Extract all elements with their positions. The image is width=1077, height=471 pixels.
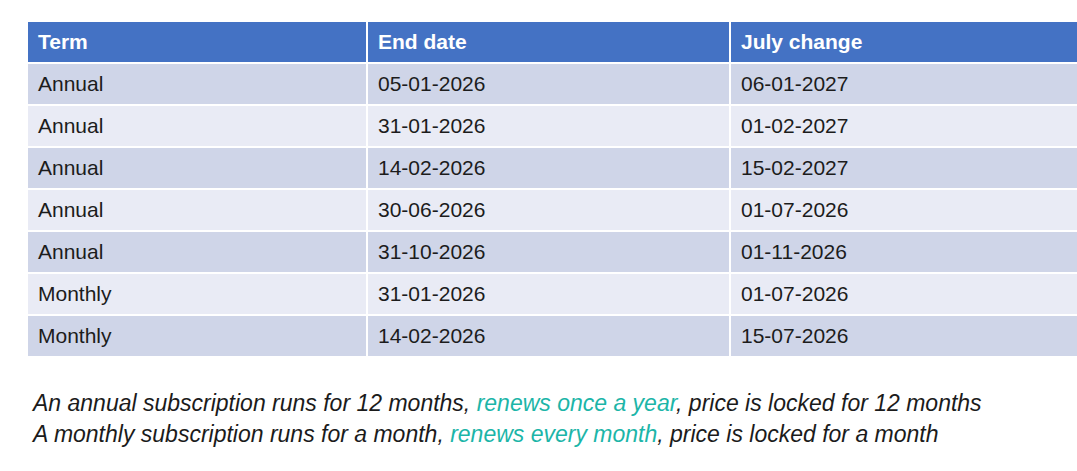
table-cell: 01-11-2026: [730, 231, 1077, 273]
column-header-term: Term: [27, 21, 367, 63]
table-row: Annual31-01-202601-02-2027: [27, 105, 1077, 147]
footnote-annual-prefix: An annual subscription runs for 12 month…: [33, 390, 477, 416]
table-body: Annual05-01-202606-01-2027Annual31-01-20…: [27, 63, 1077, 357]
table-cell: 31-01-2026: [367, 105, 730, 147]
table-cell: 31-01-2026: [367, 273, 730, 315]
footnotes: An annual subscription runs for 12 month…: [33, 388, 982, 450]
table-header: Term End date July change: [27, 21, 1077, 63]
table-cell: Annual: [27, 147, 367, 189]
table-cell: 06-01-2027: [730, 63, 1077, 105]
column-header-end-date: End date: [367, 21, 730, 63]
footnote-monthly-prefix: A monthly subscription runs for a month,: [33, 421, 450, 447]
column-header-july-change: July change: [730, 21, 1077, 63]
table-cell: 01-07-2026: [730, 273, 1077, 315]
table-cell: 15-07-2026: [730, 315, 1077, 357]
table-cell: 30-06-2026: [367, 189, 730, 231]
table-cell: 15-02-2027: [730, 147, 1077, 189]
table-cell: 14-02-2026: [367, 147, 730, 189]
table-cell: Annual: [27, 63, 367, 105]
table-row: Annual30-06-202601-07-2026: [27, 189, 1077, 231]
table-cell: 01-02-2027: [730, 105, 1077, 147]
table-cell: Annual: [27, 231, 367, 273]
table-cell: 14-02-2026: [367, 315, 730, 357]
table-cell: Monthly: [27, 315, 367, 357]
footnote-monthly-suffix: , price is locked for a month: [657, 421, 938, 447]
footnote-monthly-highlight: renews every month: [450, 421, 657, 447]
table-row: Monthly14-02-202615-07-2026: [27, 315, 1077, 357]
table-cell: Annual: [27, 105, 367, 147]
table-cell: 05-01-2026: [367, 63, 730, 105]
slide-canvas: Term End date July change Annual05-01-20…: [0, 0, 1077, 471]
footnote-annual: An annual subscription runs for 12 month…: [33, 388, 982, 419]
footnote-annual-suffix: , price is locked for 12 months: [676, 390, 982, 416]
table-row: Annual05-01-202606-01-2027: [27, 63, 1077, 105]
table-cell: 01-07-2026: [730, 189, 1077, 231]
subscription-table: Term End date July change Annual05-01-20…: [26, 20, 1077, 358]
footnote-annual-highlight: renews once a year: [477, 390, 676, 416]
table-row: Monthly31-01-202601-07-2026: [27, 273, 1077, 315]
table-row: Annual31-10-202601-11-2026: [27, 231, 1077, 273]
table-cell: Monthly: [27, 273, 367, 315]
table-row: Annual14-02-202615-02-2027: [27, 147, 1077, 189]
table-cell: Annual: [27, 189, 367, 231]
table-header-row: Term End date July change: [27, 21, 1077, 63]
table-cell: 31-10-2026: [367, 231, 730, 273]
footnote-monthly: A monthly subscription runs for a month,…: [33, 419, 982, 450]
